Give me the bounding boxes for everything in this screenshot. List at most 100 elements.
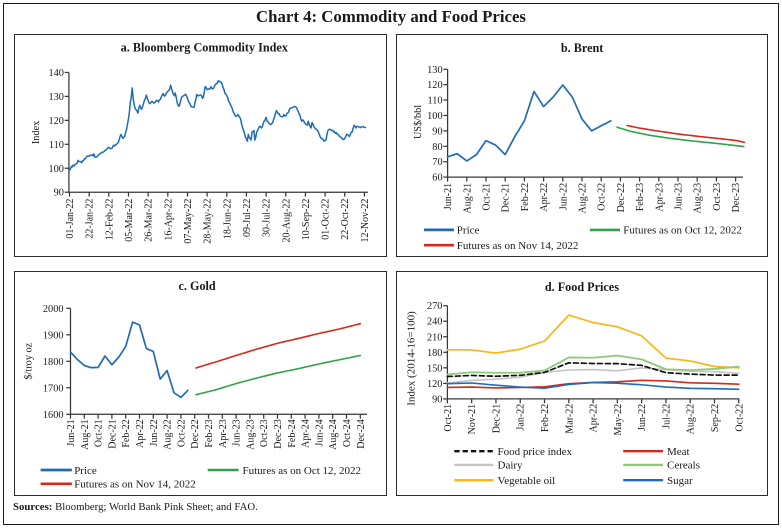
- svg-text:Dec-21: Dec-21: [501, 183, 512, 212]
- svg-text:22-Jan-22: 22-Jan-22: [85, 199, 96, 239]
- svg-text:10-Sep-22: 10-Sep-22: [301, 199, 312, 241]
- svg-text:01-Oct-22: 01-Oct-22: [321, 199, 332, 240]
- svg-text:1600: 1600: [43, 410, 64, 421]
- svg-text:Feb-22: Feb-22: [540, 404, 551, 432]
- svg-text:Price: Price: [74, 465, 97, 477]
- svg-text:100: 100: [48, 164, 63, 175]
- svg-text:26-Mar-22: 26-Mar-22: [144, 199, 155, 242]
- svg-text:Sep-22: Sep-22: [710, 404, 721, 432]
- svg-text:Futures as on Nov 14, 2022: Futures as on Nov 14, 2022: [74, 479, 196, 491]
- svg-text:2000: 2000: [43, 304, 64, 315]
- svg-text:c. Gold: c. Gold: [178, 279, 215, 293]
- svg-text:110: 110: [49, 140, 64, 151]
- svg-text:05-Mar-22: 05-Mar-22: [124, 199, 135, 242]
- svg-text:Aug-22: Aug-22: [163, 419, 174, 450]
- svg-text:Apr-22: Apr-22: [589, 404, 600, 433]
- svg-text:Cereals: Cereals: [667, 460, 700, 472]
- svg-text:210: 210: [427, 332, 442, 343]
- svg-text:Oct-21: Oct-21: [482, 183, 493, 211]
- svg-text:12-Feb-22: 12-Feb-22: [104, 199, 115, 241]
- svg-text:Aug-23: Aug-23: [245, 419, 256, 450]
- svg-text:110: 110: [428, 96, 443, 107]
- svg-text:Futures as on Oct 12, 2022: Futures as on Oct 12, 2022: [623, 225, 742, 237]
- svg-text:Jun-21: Jun-21: [443, 183, 454, 210]
- svg-text:Aug-24: Aug-24: [328, 419, 339, 450]
- svg-text:20-Aug-22: 20-Aug-22: [281, 199, 292, 243]
- svg-text:150: 150: [427, 363, 442, 374]
- svg-text:Oct-22: Oct-22: [734, 404, 745, 432]
- svg-text:1800: 1800: [43, 357, 64, 368]
- svg-text:Index (2014-16=100): Index (2014-16=100): [406, 311, 418, 406]
- svg-text:270: 270: [427, 301, 442, 312]
- svg-text:Dec-22: Dec-22: [616, 183, 627, 212]
- svg-text:Meat: Meat: [667, 446, 690, 458]
- svg-text:Apr-23: Apr-23: [218, 419, 229, 448]
- svg-text:1900: 1900: [43, 330, 64, 341]
- svg-text:Dec-22: Dec-22: [190, 419, 201, 448]
- svg-text:70: 70: [432, 157, 442, 168]
- svg-text:Feb-23: Feb-23: [635, 183, 646, 211]
- svg-text:16-Apr-22: 16-Apr-22: [163, 199, 174, 241]
- svg-text:130: 130: [427, 65, 442, 76]
- svg-text:Jan-22: Jan-22: [516, 404, 527, 431]
- svg-text:120: 120: [48, 116, 63, 127]
- svg-text:Dec-23: Dec-23: [731, 183, 742, 212]
- svg-text:Oct-23: Oct-23: [259, 419, 270, 447]
- svg-text:Dec-21: Dec-21: [107, 419, 118, 448]
- svg-text:100: 100: [427, 111, 442, 122]
- svg-text:Vegetable oil: Vegetable oil: [498, 475, 556, 487]
- svg-text:80: 80: [432, 142, 442, 153]
- svg-text:Feb-22: Feb-22: [121, 419, 132, 447]
- svg-text:Futures as on Nov 14, 2022: Futures as on Nov 14, 2022: [457, 240, 579, 252]
- svg-text:Jun-24: Jun-24: [314, 419, 325, 446]
- svg-text:Jun-22: Jun-22: [558, 183, 569, 210]
- svg-text:d. Food Prices: d. Food Prices: [545, 280, 619, 294]
- svg-text:Mar-22: Mar-22: [564, 404, 575, 434]
- svg-text:Food price index: Food price index: [498, 446, 573, 458]
- svg-text:Dec-21: Dec-21: [492, 404, 503, 433]
- svg-text:90: 90: [432, 126, 442, 137]
- svg-text:Dec-23: Dec-23: [273, 419, 284, 448]
- svg-text:Jun-22: Jun-22: [637, 404, 648, 431]
- svg-text:Apr-22: Apr-22: [135, 419, 146, 448]
- svg-text:Jul-22: Jul-22: [661, 404, 672, 429]
- svg-text:Nov-21: Nov-21: [467, 404, 478, 435]
- svg-text:07-May-22: 07-May-22: [183, 199, 194, 244]
- svg-text:Jun-23: Jun-23: [232, 419, 243, 446]
- svg-text:Dec-24: Dec-24: [356, 419, 367, 448]
- svg-text:Sugar: Sugar: [667, 475, 693, 487]
- svg-text:Feb-24: Feb-24: [287, 419, 298, 447]
- svg-text:130: 130: [48, 92, 63, 103]
- svg-text:Futures as on Oct 12, 2022: Futures as on Oct 12, 2022: [243, 465, 362, 477]
- svg-text:Oct-22: Oct-22: [176, 419, 187, 447]
- svg-text:Aug-22: Aug-22: [686, 404, 697, 435]
- svg-text:May-22: May-22: [613, 404, 624, 436]
- svg-text:Oct-21: Oct-21: [443, 404, 454, 432]
- svg-text:Jun-21: Jun-21: [66, 419, 77, 446]
- svg-text:120: 120: [427, 80, 442, 91]
- svg-text:Aug-21: Aug-21: [80, 419, 91, 450]
- svg-text:$/troy oz: $/troy oz: [24, 342, 35, 379]
- svg-text:22-Oct-22: 22-Oct-22: [340, 199, 351, 240]
- svg-text:Oct-21: Oct-21: [94, 419, 105, 447]
- svg-text:Oct-24: Oct-24: [342, 419, 353, 447]
- svg-text:a. Bloomberg Commodity Index: a. Bloomberg Commodity Index: [121, 41, 289, 55]
- svg-text:01-Jan-22: 01-Jan-22: [65, 199, 76, 239]
- svg-text:140: 140: [48, 68, 63, 79]
- svg-text:09-Jul-22: 09-Jul-22: [242, 199, 253, 237]
- svg-text:Oct-22: Oct-22: [597, 183, 608, 211]
- svg-text:Feb-23: Feb-23: [204, 419, 215, 447]
- svg-text:Oct-23: Oct-23: [712, 183, 723, 211]
- svg-text:Feb-22: Feb-22: [520, 183, 531, 211]
- svg-text:30-Jul-22: 30-Jul-22: [262, 199, 273, 237]
- svg-text:Price: Price: [457, 225, 480, 237]
- svg-text:90: 90: [54, 188, 64, 199]
- svg-text:12-Nov-22: 12-Nov-22: [360, 199, 371, 243]
- svg-text:b. Brent: b. Brent: [561, 41, 603, 55]
- svg-text:Index: Index: [31, 120, 42, 144]
- svg-text:60: 60: [432, 173, 442, 184]
- svg-text:Aug-22: Aug-22: [578, 183, 589, 214]
- svg-text:Aug-23: Aug-23: [693, 183, 704, 214]
- svg-text:28-May-22: 28-May-22: [203, 199, 214, 244]
- svg-text:18-Jun-22: 18-Jun-22: [222, 199, 233, 240]
